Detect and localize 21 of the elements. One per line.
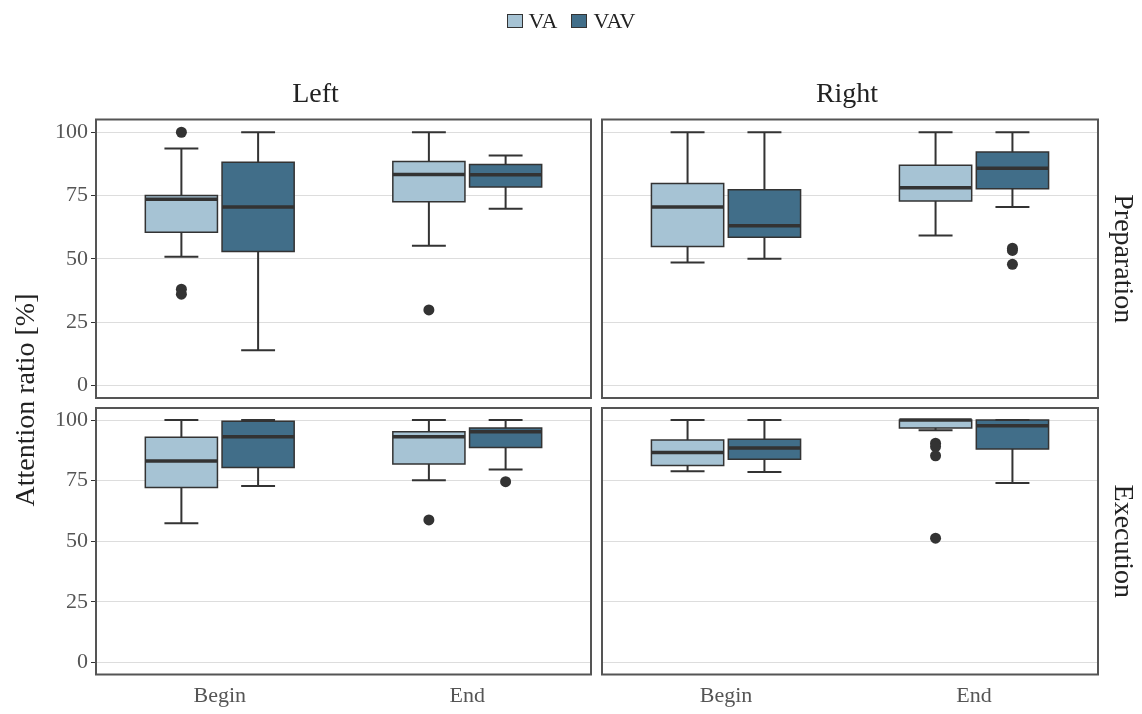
legend-label: VAV [593, 8, 636, 34]
legend-label: VA [528, 8, 558, 34]
y-tick-label: 50 [66, 527, 88, 553]
y-tick-label: 100 [55, 118, 88, 144]
chart-title: Right [815, 77, 879, 109]
x-tick-label: End [956, 681, 992, 707]
y-tick-label: 0 [77, 648, 88, 674]
x-tick-label: Begin [699, 681, 753, 707]
text: Preparation [1108, 194, 1140, 324]
x-tick-label: End [449, 681, 485, 707]
y-axis-title: Attention ratio [%] [8, 293, 41, 507]
chart-title: Left [292, 77, 340, 109]
y-tick-label: 75 [66, 466, 88, 492]
y-tick-label: 100 [55, 405, 88, 431]
text: Execution [1108, 484, 1140, 599]
y-tick-label: 50 [66, 244, 88, 270]
x-tick-label: Begin [193, 681, 247, 707]
y-tick-label: 25 [66, 587, 88, 613]
y-tick-label: 75 [66, 181, 88, 207]
y-tick-label: 0 [77, 371, 88, 397]
y-tick-label: 25 [66, 307, 88, 333]
